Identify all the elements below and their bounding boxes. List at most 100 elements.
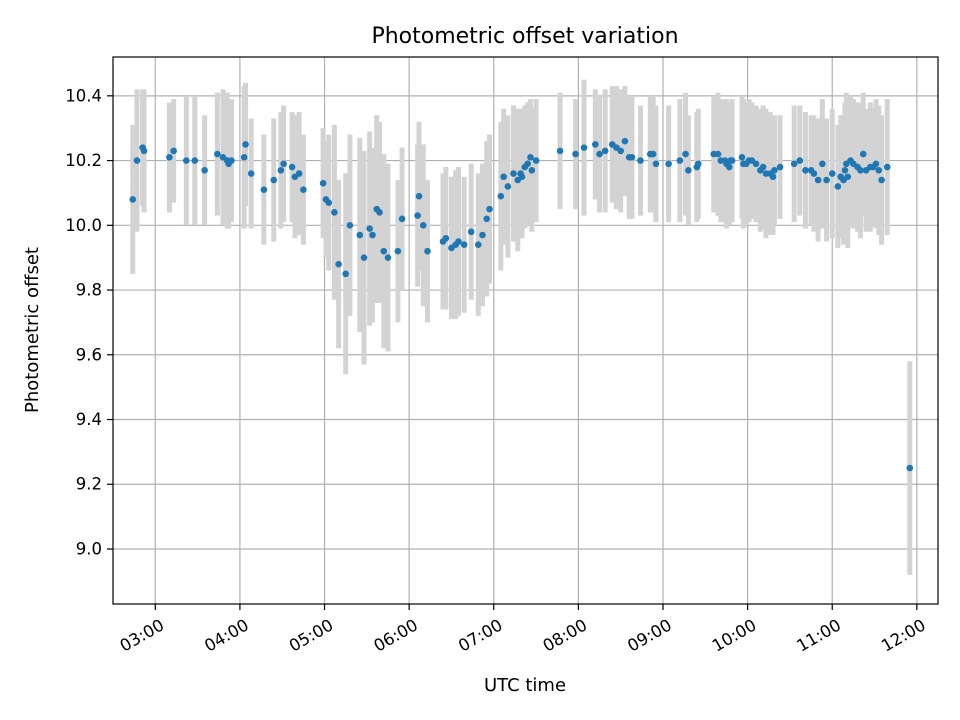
data-point xyxy=(369,231,376,239)
data-point xyxy=(819,160,826,168)
data-point xyxy=(725,163,733,171)
data-point xyxy=(621,137,629,145)
data-point xyxy=(295,170,303,177)
data-point xyxy=(325,199,333,206)
data-point xyxy=(728,157,736,164)
y-tick-label: 9.0 xyxy=(76,539,102,558)
y-axis-label: Photometric offset xyxy=(22,247,43,413)
data-point xyxy=(270,176,278,184)
data-point xyxy=(260,186,268,194)
data-point xyxy=(183,157,190,164)
data-point xyxy=(828,170,836,177)
data-point xyxy=(500,173,507,181)
data-point xyxy=(414,212,421,219)
data-point xyxy=(810,170,818,177)
data-point xyxy=(342,270,349,278)
data-point xyxy=(288,163,296,171)
data-point xyxy=(300,186,307,194)
data-point xyxy=(814,176,822,184)
data-point xyxy=(906,464,914,472)
data-point xyxy=(384,254,392,261)
data-point xyxy=(771,166,778,174)
data-point xyxy=(398,215,406,223)
data-point xyxy=(637,157,644,164)
data-point xyxy=(776,163,784,171)
data-point xyxy=(875,166,883,174)
data-point xyxy=(796,157,804,164)
data-point xyxy=(823,176,830,184)
data-point xyxy=(694,160,702,168)
data-point xyxy=(802,166,809,174)
data-point xyxy=(479,231,486,239)
data-point xyxy=(486,205,493,213)
data-point xyxy=(376,209,383,216)
data-point xyxy=(857,166,864,174)
y-tick-label: 10.4 xyxy=(65,86,102,105)
data-point xyxy=(676,157,684,164)
data-point xyxy=(572,150,579,158)
data-point xyxy=(140,147,148,155)
data-point xyxy=(510,170,517,177)
data-point xyxy=(331,209,338,216)
data-point xyxy=(790,160,798,168)
data-point xyxy=(759,163,767,171)
data-point xyxy=(596,150,603,158)
data-point xyxy=(191,157,199,164)
y-tick-label: 9.2 xyxy=(76,475,102,494)
data-point xyxy=(394,247,402,255)
data-point xyxy=(442,234,450,242)
data-point xyxy=(467,228,475,236)
data-point xyxy=(366,225,373,232)
y-tick-label: 9.8 xyxy=(76,281,102,300)
data-point xyxy=(419,222,427,229)
data-point xyxy=(474,241,482,249)
x-axis-label: UTC time xyxy=(484,675,566,696)
data-point xyxy=(682,150,689,158)
data-point xyxy=(752,160,760,168)
data-point xyxy=(592,141,599,148)
data-point xyxy=(524,160,531,168)
data-points xyxy=(129,137,914,472)
data-point xyxy=(133,157,141,164)
data-point xyxy=(424,247,431,255)
data-point xyxy=(335,260,342,268)
data-point xyxy=(685,166,692,174)
data-point xyxy=(665,160,672,168)
data-point xyxy=(872,160,880,168)
data-point xyxy=(628,154,636,161)
data-point xyxy=(319,179,327,187)
data-point xyxy=(166,154,173,161)
data-point xyxy=(528,166,536,174)
data-point xyxy=(346,222,354,229)
data-point xyxy=(415,192,423,200)
data-point xyxy=(201,166,208,174)
data-point xyxy=(280,160,287,168)
data-point xyxy=(617,147,624,155)
y-tick-label: 10.2 xyxy=(65,151,102,170)
data-point xyxy=(247,170,255,177)
data-point xyxy=(380,247,388,255)
data-point xyxy=(878,176,885,184)
data-point xyxy=(738,154,746,161)
data-point xyxy=(532,157,540,164)
y-tick-label: 9.6 xyxy=(76,345,102,364)
data-point xyxy=(356,231,364,239)
data-point xyxy=(601,147,609,155)
data-point xyxy=(714,150,722,158)
data-point xyxy=(652,160,660,168)
data-point xyxy=(228,157,235,164)
data-point xyxy=(841,166,849,174)
data-point xyxy=(455,238,462,245)
data-point xyxy=(360,254,368,261)
data-point xyxy=(214,150,221,158)
y-tick-label: 9.4 xyxy=(76,410,102,429)
data-point xyxy=(527,154,534,161)
data-point xyxy=(460,241,468,249)
y-axis: 9.0 9.2 9.4 9.6 9.8 10.0 10.2 10.4 xyxy=(65,86,113,558)
data-point xyxy=(556,147,564,155)
data-point xyxy=(580,144,588,151)
data-point xyxy=(497,192,505,200)
plot-frame xyxy=(112,56,939,605)
data-point xyxy=(859,150,867,158)
y-tick-label: 10.0 xyxy=(65,216,102,235)
